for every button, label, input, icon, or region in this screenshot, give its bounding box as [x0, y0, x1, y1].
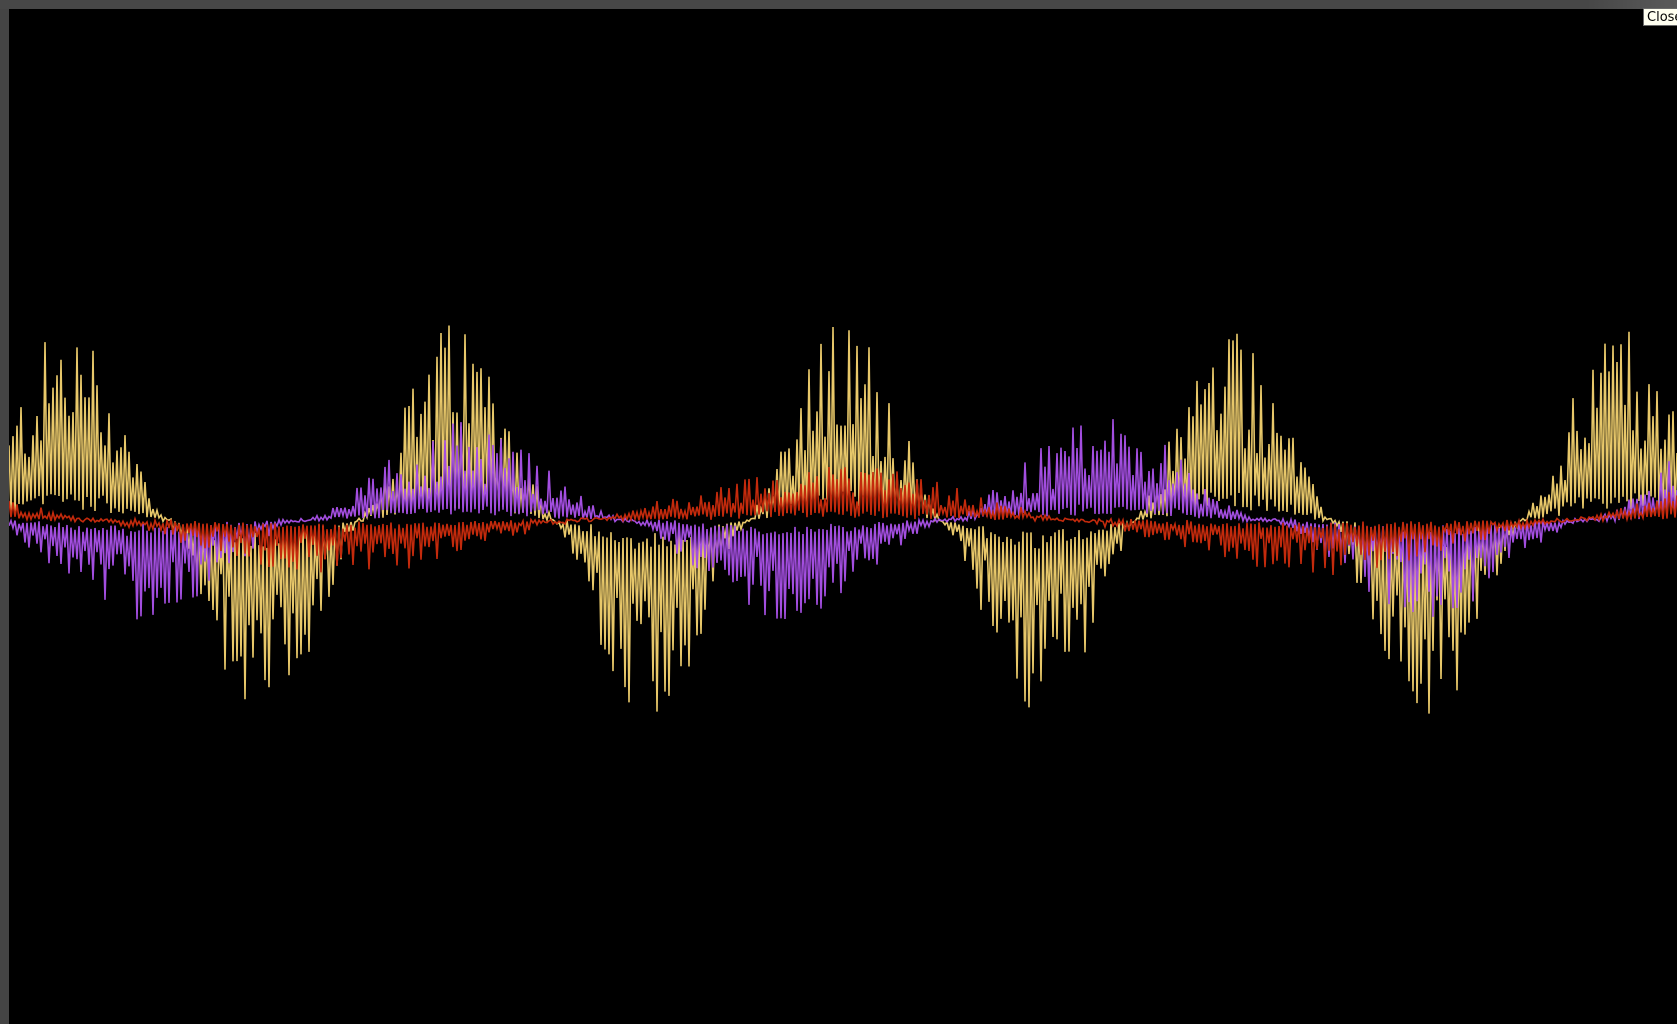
waveform-yellow	[9, 325, 1677, 714]
window-left-border	[0, 9, 9, 1024]
window-top-bar	[0, 0, 1677, 9]
waveform-purple	[9, 419, 1677, 620]
window-corner-shade	[1587, 0, 1677, 9]
waveform-canvas	[9, 9, 1677, 1024]
close-tooltip[interactable]: Close	[1643, 8, 1677, 26]
waveform-plot	[9, 325, 1677, 714]
waveform-red	[9, 466, 1677, 576]
